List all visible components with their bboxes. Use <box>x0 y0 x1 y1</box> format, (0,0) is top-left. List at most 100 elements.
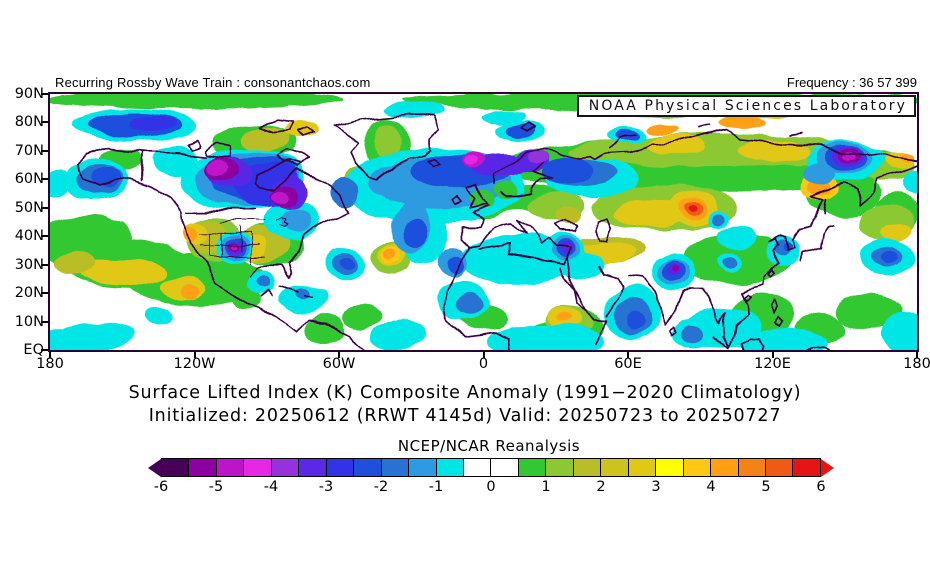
x-axis-tick <box>771 352 774 358</box>
y-axis-label: 50N <box>14 199 44 216</box>
coast-africa-west <box>441 246 508 350</box>
x-axis-tick <box>627 352 629 358</box>
colorbar-cell <box>381 459 410 476</box>
colorbar-cell <box>354 459 382 476</box>
y-axis-label: EQ <box>23 342 44 358</box>
x-axis-label: 0 <box>478 356 489 372</box>
y-axis-label: 40N <box>14 228 44 245</box>
y-axis-tick <box>41 349 48 351</box>
colorbar-cell <box>628 459 657 476</box>
x-axis-tick <box>482 352 485 358</box>
indonesia <box>714 333 834 350</box>
x-axis-label: 60E <box>614 356 642 372</box>
colorbar-cell <box>216 459 245 476</box>
y-axis-tick <box>41 121 48 124</box>
x-axis-tick <box>916 352 918 358</box>
x-axis-label: 120W <box>173 356 216 372</box>
x-axis-tick <box>49 352 51 358</box>
us-state-lines <box>198 221 265 263</box>
colorbar-tick-label: -1 <box>428 479 444 495</box>
y-axis-label: 20N <box>14 285 44 302</box>
y-axis-label: 80N <box>14 114 44 131</box>
coast-na-east <box>249 161 350 279</box>
colorbar <box>148 458 834 477</box>
y-axis-tick <box>41 149 48 152</box>
colorbar-tick-label: -3 <box>318 479 334 495</box>
y-axis-tick <box>41 263 48 266</box>
coast-japan <box>797 224 834 262</box>
x-axis-label: 60W <box>322 356 356 372</box>
x-axis-tick <box>193 352 196 358</box>
coast-india <box>629 277 733 348</box>
colorbar-tick-label: -5 <box>208 479 224 495</box>
black-sea <box>551 220 580 233</box>
colorbar-cell <box>299 459 327 476</box>
y-axis-tick <box>41 93 48 95</box>
coast-na-west <box>78 162 364 350</box>
y-axis-label: 90N <box>14 86 44 102</box>
colorbar-tick-label: 5 <box>761 479 771 495</box>
colorbar-cell <box>518 459 547 476</box>
colorbar-cell <box>244 459 272 476</box>
coast-east-asia <box>730 164 917 348</box>
y-axis-label: 70N <box>14 142 44 159</box>
y-axis-label: 30N <box>14 256 44 273</box>
colorbar-cell <box>711 459 739 476</box>
x-axis-label: 120E <box>754 356 791 372</box>
coast-arabia <box>568 255 625 320</box>
plot-subtitle: Initialized: 20250612 (RRWT 4145d) Valid… <box>148 406 782 426</box>
colorbar-tick-label: -6 <box>153 479 169 495</box>
coast-baltic <box>501 162 557 198</box>
map-blobs <box>50 94 917 350</box>
y-axis-tick <box>41 292 48 295</box>
colorbar-cell <box>601 459 629 476</box>
map-plot: NOAA Physical Sciences Laboratory <box>48 92 919 352</box>
coast-uk-ireland-iceland <box>424 158 489 209</box>
colorbar-tick-label: 3 <box>651 479 661 495</box>
coastlines <box>78 114 917 350</box>
colorbar-cell <box>409 459 437 476</box>
colorbar-cell <box>656 459 684 476</box>
colorbar-cell <box>573 459 602 476</box>
sri-lanka <box>672 326 681 337</box>
coast-alaska-north <box>78 147 208 165</box>
colorbar-cell <box>463 459 492 476</box>
x-axis-tick <box>338 352 340 358</box>
y-axis-tick <box>41 320 48 323</box>
header-left-text: Recurring Rossby Wave Train : consonantc… <box>55 75 371 90</box>
great-lakes <box>273 218 289 231</box>
arctic-russia-islands <box>518 122 804 149</box>
caribbean <box>261 284 313 298</box>
colorbar-tick-label: 4 <box>706 479 716 495</box>
colorbar-tick-label: -2 <box>373 479 389 495</box>
colorbar-tick-labels: -6 -5 -4 -3 -2 -1 0 1 2 3 4 5 6 <box>148 479 834 497</box>
colorbar-tick-label: -4 <box>263 479 279 495</box>
colorbar-cell <box>683 459 712 476</box>
colorbar-tick-label: 0 <box>486 479 496 495</box>
coast-greenland <box>333 114 442 181</box>
caspian-sea <box>598 217 615 243</box>
colorbar-tick-label: 6 <box>816 479 826 495</box>
x-axis-label: 180 <box>36 356 64 372</box>
colorbar-cell <box>738 459 766 476</box>
colorbar-cell <box>491 459 519 476</box>
y-axis-tick <box>41 178 48 181</box>
colorbar-cells <box>161 458 821 477</box>
y-axis-label: 10N <box>14 313 44 330</box>
colorbar-cell <box>546 459 574 476</box>
colorbar-cell <box>162 459 190 476</box>
header-right-text: Frequency : 36 57 399 <box>786 75 917 90</box>
noaa-overlay-label: NOAA Physical Sciences Laboratory <box>576 95 916 117</box>
colorbar-cell <box>436 459 464 476</box>
colorbar-cell <box>793 459 820 476</box>
colorbar-cell <box>271 459 300 476</box>
sakhalin <box>822 198 827 215</box>
arctic-islands <box>184 120 316 169</box>
colorbar-tick-label: 2 <box>596 479 606 495</box>
taiwan-hainan <box>739 269 777 301</box>
y-axis-tick <box>41 235 48 238</box>
colorbar-cell <box>189 459 217 476</box>
y-axis-label: 60N <box>14 171 44 188</box>
philippines <box>770 299 785 327</box>
